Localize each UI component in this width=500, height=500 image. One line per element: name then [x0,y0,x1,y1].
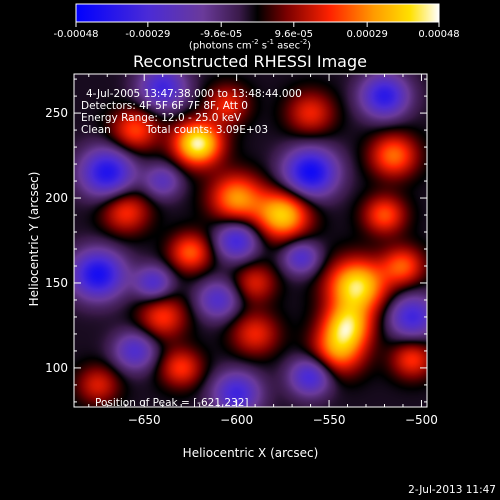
y-tick-label: 200 [45,191,68,205]
x-tick-label: −600 [220,413,253,427]
y-tick-label: 100 [45,361,68,375]
x-axis-label: Heliocentric X (arcsec) [182,446,319,460]
colorbar-gradient [75,3,440,23]
colorbar-unit-label: (photons cm-2 s-1 asec-2) [188,38,312,52]
plot-frame [73,73,428,408]
colorbar-tick-label: 9.6e-05 [275,29,313,40]
energy-range-annotation: Energy Range: 12.0 - 25.0 keV [81,112,242,124]
colorbar-tick-label: 0.00029 [346,29,387,40]
colorbar: -0.00048 -0.00029 -9.6e-05 9.6e-05 0.00029 0.… [54,3,460,40]
colorbar-tick-label: 0.00048 [418,29,459,40]
colorbar-ticks: -0.00048 -0.00029 -9.6e-05 9.6e-05 0.00029 0.… [54,22,460,40]
colorbar-tick-label: -0.00029 [125,29,170,40]
x-tick-label: −550 [313,413,346,427]
heatmap-image [74,74,427,407]
x-tick-label: −500 [405,413,438,427]
y-axis-ticks: 100 150 200 250 [45,78,427,403]
y-tick-label: 250 [45,106,68,120]
plot-timestamp: 2-Jul-2013 11:47 [408,484,496,496]
total-counts-annotation: Total counts: 3.09E+03 [146,124,269,136]
time-range-annotation: 4-Jul-2005 13:47:38.000 to 13:48:44.000 [86,88,302,100]
colorbar-tick-label: -0.00048 [54,29,99,40]
y-tick-label: 150 [45,276,68,290]
algorithm-annotation: Clean [81,124,111,136]
chart-title: Reconstructed RHESSI Image [133,52,367,71]
detectors-annotation: Detectors: 4F 5F 6F 7F 8F, Att 0 [81,100,248,112]
peak-position-annotation: Position of Peak = [-621,232] [95,397,249,409]
y-axis-label: Heliocentric Y (arcsec) [27,171,41,307]
x-axis-ticks: −650 −600 −550 −500 [88,74,438,427]
colorbar-tick-label: -9.6e-05 [200,29,242,40]
x-tick-label: −650 [128,413,161,427]
